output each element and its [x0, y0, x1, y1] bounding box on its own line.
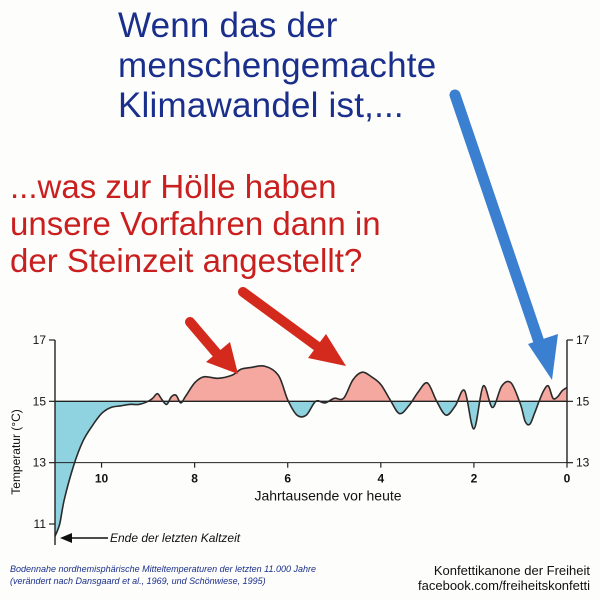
- warm-anomaly-area: [55, 365, 567, 402]
- y-tick-label-left: 17: [33, 333, 47, 347]
- credit-page-name: Konfettikanone der Freiheit: [433, 563, 590, 578]
- red-arrow-2-head: [308, 334, 346, 366]
- red-arrow-1-shaft: [185, 317, 224, 361]
- headline-top-line-3: Klimawandel ist,...: [118, 86, 404, 125]
- red-arrow-2: [238, 287, 346, 366]
- red-arrow-1-head: [206, 342, 238, 374]
- blue-arrow-shaft: [449, 89, 547, 354]
- blue-arrow-head: [528, 334, 558, 380]
- credit-url: facebook.com/freiheitskonfetti: [418, 578, 590, 593]
- chart-labels: 17 15 13 11 17 15 13 10 8 6 4 2 0 Jahrtausende vor he…: [9, 333, 590, 531]
- headline-bottom-line-1: ...was zur Hölle haben: [10, 168, 337, 205]
- chart-caption-line-2: (verändert nach Dansgaard et al., 1969, …: [10, 576, 266, 586]
- headline-bottom-line-2: unsere Vorfahren dann in: [10, 205, 381, 242]
- x-tick-label: 4: [377, 472, 384, 486]
- y-tick-label-left: 13: [33, 456, 47, 470]
- chart-caption: Bodennahe nordhemisphärische Mitteltempe…: [10, 563, 390, 587]
- x-tick-label: 8: [191, 472, 198, 486]
- headline-bottom-line-3: der Steinzeit angestellt?: [10, 242, 363, 279]
- headline-bottom: ...was zur Hölle haben unsere Vorfahren …: [10, 168, 490, 279]
- chart-axes: [49, 339, 573, 545]
- headline-top-line-2: menschengemachte: [118, 46, 437, 85]
- y-tick-label-left: 15: [33, 394, 47, 408]
- y-tick-label-left: 11: [34, 517, 47, 531]
- y-tick-label-right: 15: [576, 394, 590, 408]
- temperature-fill: [55, 365, 567, 537]
- red-arrow-1: [185, 317, 238, 374]
- annotation-label: Ende der letzten Kaltzeit: [110, 531, 241, 545]
- credit: Konfettikanone der Freiheit facebook.com…: [418, 563, 590, 593]
- y-tick-label-right: 17: [576, 333, 590, 347]
- x-tick-label: 10: [95, 472, 109, 486]
- headline-top: Wenn das der menschengemachte Klimawande…: [118, 6, 588, 126]
- x-axis-title: Jahrtausende vor heute: [254, 488, 401, 504]
- chart-reference-lines: [55, 400, 567, 464]
- cold-anomaly-area: [55, 401, 540, 537]
- x-tick-label: 6: [284, 472, 291, 486]
- x-tick-label: 2: [471, 472, 478, 486]
- blue-arrow: [449, 89, 558, 380]
- chart-caption-line-1: Bodennahe nordhemisphärische Mitteltempe…: [10, 564, 317, 574]
- temperature-curve: [54, 364, 568, 537]
- annotation-kaltzeit: Ende der letzten Kaltzeit: [60, 531, 241, 545]
- y-axis-title: Temperatur (°C): [9, 409, 23, 494]
- y-tick-label-right: 13: [576, 456, 590, 470]
- annotation-arrow-head: [60, 533, 72, 543]
- red-arrow-2-shaft: [238, 287, 323, 352]
- headline-top-line-1: Wenn das der: [118, 6, 338, 45]
- x-tick-label: 0: [564, 472, 571, 486]
